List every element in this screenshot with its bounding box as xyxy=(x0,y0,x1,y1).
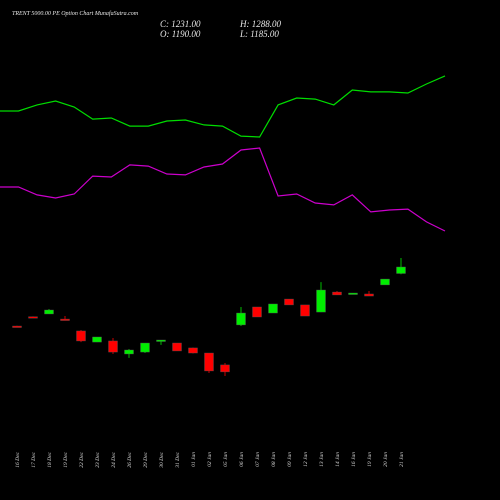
candle-body xyxy=(76,330,86,342)
candle-body xyxy=(220,364,230,373)
open-label: O: 1190.00 xyxy=(160,29,201,39)
candle-body xyxy=(268,303,278,314)
x-tick-label: 30 Dec xyxy=(159,451,165,468)
x-tick-label: 18 Dec xyxy=(47,451,53,467)
candle-body xyxy=(60,318,70,321)
candle-body xyxy=(204,352,214,372)
candle-body xyxy=(364,293,374,297)
candle-body xyxy=(140,342,150,353)
x-tick-label: 02 Jan xyxy=(207,452,213,467)
candle-body xyxy=(12,325,22,328)
indicator-line xyxy=(0,75,446,138)
candle-body xyxy=(172,342,182,352)
candle-body xyxy=(316,289,326,313)
x-tick-label: 19 Dec xyxy=(63,451,69,467)
x-tick-label: 09 Jan xyxy=(287,452,293,467)
x-tick-label: 21 Jan xyxy=(399,452,405,467)
x-tick-label: 05 Jan xyxy=(223,452,229,467)
chart-title: TRENT 5000.00 PE Option Chart MunafaSutr… xyxy=(12,10,139,17)
candle-body xyxy=(44,309,54,315)
x-tick-label: 07 Jan xyxy=(255,452,261,467)
x-tick-label: 13 Jan xyxy=(319,452,325,467)
x-tick-label: 29 Dec xyxy=(143,451,149,467)
x-tick-label: 01 Jan xyxy=(191,452,197,467)
x-tick-label: 26 Dec xyxy=(127,451,133,467)
candle-body xyxy=(396,266,406,274)
high-label: H: 1288.00 xyxy=(239,19,281,29)
x-tick-label: 23 Dec xyxy=(95,451,101,467)
x-tick-label: 22 Dec xyxy=(79,451,85,467)
candle-body xyxy=(348,292,358,295)
x-tick-label: 17 Dec xyxy=(31,451,37,467)
candle-body xyxy=(92,336,102,343)
candle-body xyxy=(28,316,38,319)
x-tick-label: 16 Jan xyxy=(351,452,357,467)
candle-body xyxy=(380,278,390,286)
candle-body xyxy=(284,298,294,306)
x-tick-label: 31 Dec xyxy=(175,451,181,468)
close-label: C: 1231.00 xyxy=(160,19,201,29)
candle-body xyxy=(108,340,118,353)
candle-body xyxy=(188,347,198,354)
candle-body xyxy=(300,304,310,317)
x-tick-label: 08 Jan xyxy=(271,452,277,467)
x-tick-label: 14 Jan xyxy=(334,452,341,467)
indicator-line xyxy=(0,147,446,232)
x-tick-label: 12 Jan xyxy=(303,452,309,467)
candle-body xyxy=(124,349,134,355)
candle-body xyxy=(236,312,246,326)
candle-body xyxy=(332,291,342,296)
low-label: L: 1185.00 xyxy=(239,29,279,39)
x-tick-label: 16 Dec xyxy=(15,451,21,467)
candle-body xyxy=(252,306,262,318)
x-tick-label: 06 Jan xyxy=(239,452,245,467)
x-tick-label: 20 Jan xyxy=(383,452,389,467)
candle-body xyxy=(156,339,166,342)
x-tick-label: 24 Dec xyxy=(110,451,117,467)
x-tick-label: 19 Jan xyxy=(367,452,373,467)
